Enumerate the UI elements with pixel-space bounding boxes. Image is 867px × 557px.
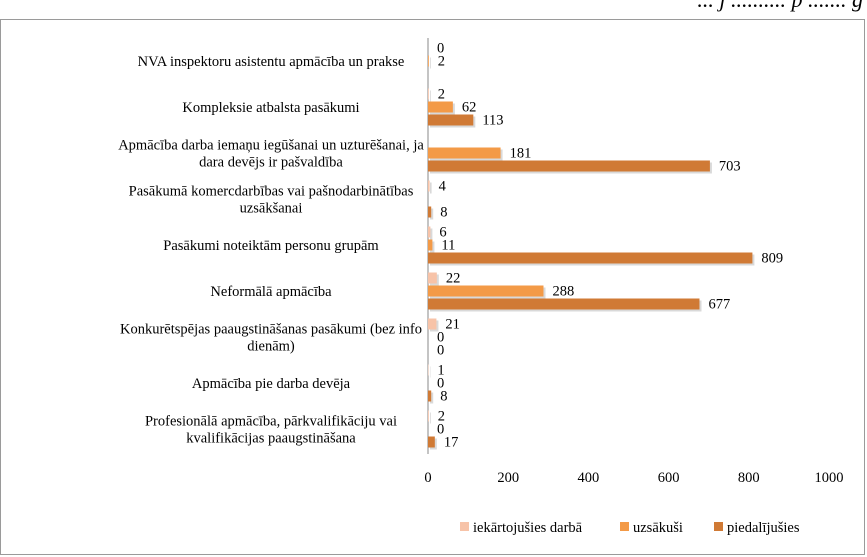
category-label: Neformālā apmācība bbox=[210, 284, 332, 300]
x-tick-label: 1000 bbox=[815, 470, 844, 486]
bar bbox=[428, 285, 544, 297]
data-label: 2 bbox=[438, 409, 445, 425]
x-tick-label: 400 bbox=[578, 470, 600, 486]
data-label: 11 bbox=[441, 238, 455, 254]
legend-swatch bbox=[620, 522, 629, 531]
data-label: 0 bbox=[437, 422, 444, 438]
data-label: 6 bbox=[439, 225, 446, 241]
data-label: 4 bbox=[439, 179, 447, 195]
data-label: 0 bbox=[437, 376, 444, 392]
category-label: Profesionālā apmācība, pārkvalifikāciju … bbox=[145, 414, 397, 430]
bar bbox=[428, 410, 429, 422]
bar bbox=[428, 101, 453, 113]
data-label: 113 bbox=[482, 113, 503, 129]
bar-shadow bbox=[430, 228, 433, 240]
bar-shadow bbox=[430, 182, 432, 194]
data-label: 2 bbox=[438, 54, 445, 70]
bar bbox=[428, 239, 433, 251]
data-label: 1 bbox=[437, 363, 444, 379]
data-label: 8 bbox=[440, 205, 447, 221]
category-label: Pasākumi noteiktām personu grupām bbox=[163, 238, 379, 254]
bar bbox=[428, 272, 437, 284]
legend-swatch bbox=[714, 522, 723, 531]
bar bbox=[428, 318, 437, 330]
category-label: dienām) bbox=[247, 339, 295, 355]
category-label: NVA inspektoru asistentu apmācība un pra… bbox=[138, 54, 405, 70]
bar bbox=[428, 160, 710, 172]
bar-shadow bbox=[430, 208, 434, 220]
category-label: Kompleksie atbalsta pasākumi bbox=[182, 100, 359, 116]
legend-label: iekārtojušies darbā bbox=[473, 520, 583, 536]
bar bbox=[428, 390, 432, 402]
legend-label: uzsākuši bbox=[633, 520, 683, 536]
data-label: 0 bbox=[437, 343, 444, 359]
data-label: 2 bbox=[438, 87, 445, 103]
legend-swatch bbox=[460, 522, 469, 531]
bar-shadow bbox=[430, 412, 431, 424]
category-label: Apmācība darba iemaņu iegūšanai un uztur… bbox=[118, 138, 424, 154]
data-label: 22 bbox=[446, 271, 461, 287]
bar-shadow bbox=[430, 392, 434, 404]
data-label: 181 bbox=[510, 146, 532, 162]
bar bbox=[428, 226, 431, 238]
bar bbox=[428, 114, 474, 126]
x-tick-label: 0 bbox=[424, 470, 431, 486]
chart-title-fragment: ... j .......... p ....... g bbox=[0, 0, 867, 15]
data-label: 8 bbox=[440, 389, 447, 405]
data-label: 677 bbox=[708, 297, 730, 313]
category-label: Apmācība pie darba devēja bbox=[192, 376, 351, 392]
data-label: 809 bbox=[761, 251, 783, 267]
x-tick-label: 800 bbox=[738, 470, 760, 486]
bar bbox=[428, 436, 435, 448]
x-tick-label: 600 bbox=[658, 470, 680, 486]
data-label: 21 bbox=[445, 317, 460, 333]
bar bbox=[428, 180, 430, 192]
bar bbox=[428, 206, 432, 218]
bar bbox=[428, 298, 700, 310]
x-tick-label: 200 bbox=[497, 470, 519, 486]
bar bbox=[428, 88, 429, 100]
bar bbox=[428, 147, 501, 159]
data-label: 288 bbox=[552, 284, 574, 300]
category-label: dara devējs ir pašvaldība bbox=[199, 155, 343, 171]
category-label: kvalifikācijas paaugstināšana bbox=[186, 431, 356, 447]
bar-shadow bbox=[430, 90, 431, 102]
data-label: 17 bbox=[444, 435, 459, 451]
category-label: uzsākšanai bbox=[240, 201, 303, 217]
data-label: 703 bbox=[719, 159, 741, 175]
bar-shadow bbox=[430, 57, 431, 69]
legend-label: piedalījušies bbox=[727, 520, 800, 536]
category-label: Pasākumā komercdarbības vai pašnodarbinā… bbox=[129, 184, 414, 200]
data-label: 0 bbox=[437, 41, 444, 57]
bar bbox=[428, 252, 753, 264]
data-label: 62 bbox=[462, 100, 477, 116]
bar bbox=[428, 55, 429, 67]
category-label: Konkurētspējas paaugstināšanas pasākumi … bbox=[120, 322, 422, 338]
data-label: 0 bbox=[437, 330, 444, 346]
